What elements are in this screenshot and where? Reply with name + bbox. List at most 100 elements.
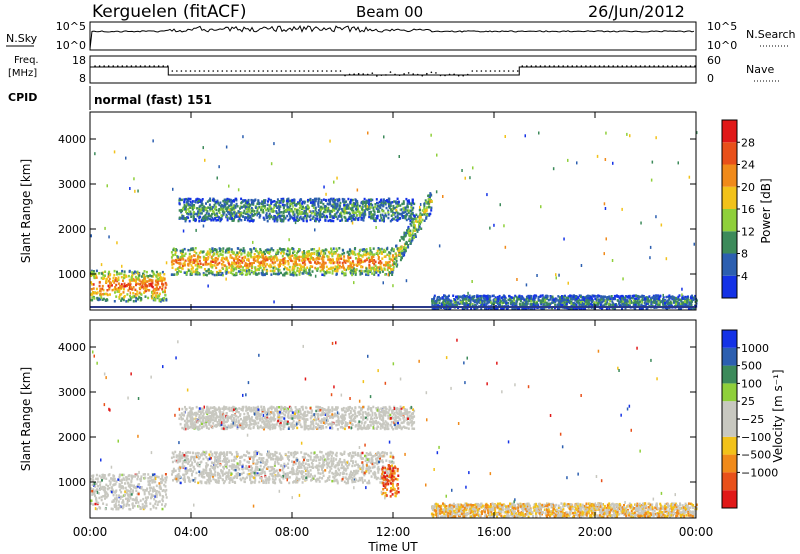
scatter-cell: [569, 307, 572, 310]
scatter-cell: [384, 199, 387, 203]
scatter-cell: [496, 307, 499, 310]
scatter-cell: [359, 272, 362, 275]
scatter-cell: [402, 206, 405, 210]
nave-dot: [207, 70, 210, 72]
scatter-cell: [226, 259, 229, 263]
colorbar-swatch: [722, 253, 737, 276]
scatter-cell: [254, 247, 257, 251]
scatter-cell: [198, 207, 200, 210]
scatter-cell: [176, 273, 179, 276]
scatter-cell: [503, 224, 505, 228]
scatter-cell: [335, 273, 338, 276]
scatter-cell: [604, 301, 607, 304]
scatter-cell: [405, 218, 408, 222]
scatter-cell: [393, 262, 396, 265]
scatter-cell: [352, 209, 355, 212]
scatter-cell: [218, 208, 221, 211]
scatter-cell: [513, 307, 516, 311]
scatter-cell: [236, 264, 239, 268]
scatter-cell: [195, 268, 198, 272]
scatter-cell: [511, 307, 514, 311]
scatter-cell: [380, 268, 383, 271]
scatter-cell: [151, 280, 154, 284]
scatter-cell: [108, 277, 111, 281]
scatter-cell: [350, 269, 353, 272]
scatter-cell: [349, 256, 352, 259]
scatter-cell: [207, 284, 209, 288]
scatter-cell: [374, 271, 376, 274]
y-tick-label: 1000: [58, 268, 86, 281]
scatter-cell: [567, 281, 569, 285]
scatter-cell: [116, 241, 118, 245]
scatter-cell: [605, 298, 608, 302]
scatter-cell: [339, 201, 342, 205]
scatter-cell: [256, 202, 259, 206]
scatter-cell: [437, 304, 439, 307]
scatter-cell: [673, 298, 676, 302]
scatter-cell: [566, 298, 569, 301]
scatter-cell: [318, 215, 321, 219]
scatter-cell: [291, 265, 294, 269]
scatter-cell: [533, 307, 536, 310]
scatter-cell: [184, 219, 187, 223]
scatter-cell: [343, 272, 346, 275]
scatter-cell: [415, 213, 418, 217]
scatter-cell: [248, 264, 251, 268]
scatter-cell: [383, 248, 386, 252]
scatter-cell: [151, 290, 153, 294]
scatter-cell: [628, 295, 631, 298]
scatter-cell: [369, 206, 372, 209]
scatter-cell: [231, 219, 234, 222]
scatter-cell: [207, 252, 210, 255]
scatter-cell: [351, 269, 354, 272]
scatter-cell: [438, 301, 441, 305]
scatter-cell: [300, 210, 303, 214]
scatter-cell: [619, 295, 622, 299]
nave-dot: [553, 65, 555, 67]
scatter-cell: [621, 300, 624, 303]
scatter-cell: [588, 297, 591, 300]
scatter-cell: [352, 215, 355, 218]
scatter-cell: [386, 263, 389, 267]
nave-dot: [503, 70, 505, 72]
scatter-cell: [343, 209, 346, 213]
scatter-cell: [243, 251, 246, 255]
scatter-cell: [244, 212, 247, 215]
scatter-cell: [285, 252, 288, 256]
scatter-cell: [209, 197, 212, 200]
scatter-cell: [235, 261, 238, 265]
scatter-cell: [502, 307, 505, 311]
scatter-cell: [573, 294, 575, 297]
nave-dot: [326, 70, 328, 72]
scatter-cell: [336, 217, 339, 221]
scatter-cell: [246, 212, 249, 215]
scatter-cell: [370, 216, 373, 220]
scatter-cell: [420, 227, 423, 230]
scatter-cell: [300, 217, 303, 221]
scatter-cell: [194, 219, 197, 222]
scatter-cell: [539, 301, 542, 305]
scatter-cell: [426, 206, 429, 209]
scatter-cell: [454, 301, 457, 305]
scatter-cell: [296, 211, 299, 215]
scatter-cell: [298, 207, 301, 210]
scatter-cell: [477, 300, 480, 304]
scatter-cell: [129, 286, 132, 289]
scatter-cell: [239, 271, 242, 274]
scatter-cell: [248, 208, 251, 211]
scatter-cell: [242, 135, 244, 139]
scatter-cell: [406, 205, 409, 209]
scatter-cell: [133, 270, 136, 273]
scatter-cell: [282, 250, 285, 253]
scatter-cell: [605, 131, 607, 135]
nave-dot: [289, 70, 292, 72]
scatter-cell: [211, 272, 214, 276]
scatter-cell: [269, 265, 272, 269]
scatter-cell: [416, 220, 419, 223]
scatter-cell: [619, 298, 622, 301]
scatter-cell: [641, 298, 644, 302]
scatter-cell: [552, 301, 555, 304]
nave-dot: [335, 70, 337, 72]
scatter-cell: [661, 300, 664, 303]
scatter-cell: [372, 213, 375, 216]
